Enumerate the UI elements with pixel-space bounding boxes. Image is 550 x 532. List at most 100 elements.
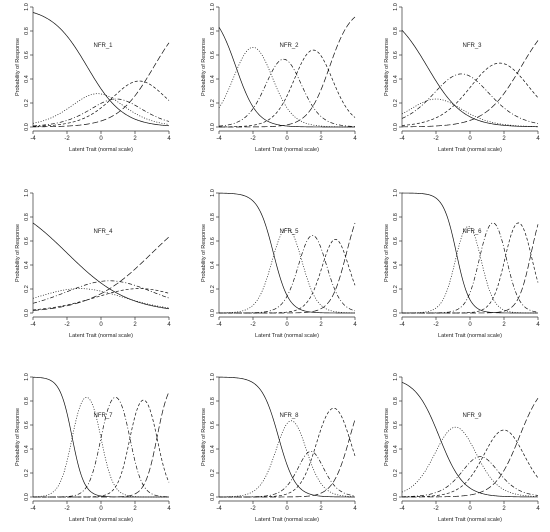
y-tick-label: 0.2 (393, 99, 399, 107)
x-tick-label: -2 (433, 136, 439, 142)
x-tick-label: 4 (536, 322, 540, 328)
y-tick-label: 0.6 (210, 51, 216, 59)
panel-2: 0.0 0.2 0.4 0.6 0.8 1.0 -4 -2 0 2 4 Latent Trait (n… (201, 3, 357, 153)
x-tick-label: -4 (30, 136, 36, 142)
y-tick-label: 1.0 (210, 373, 216, 381)
x-axis-label: Latent Trait (normal scale) (69, 517, 133, 523)
x-tick-label: 0 (468, 506, 472, 512)
response-curve-dotted (32, 93, 170, 125)
x-tick-label: 0 (99, 136, 103, 142)
x-tick-label: -2 (250, 322, 256, 328)
response-curve-solid (218, 192, 355, 314)
response-curve-dashed (219, 407, 356, 498)
y-tick-label: 0.6 (393, 51, 399, 59)
panel-6: 0.0 0.2 0.4 0.6 0.8 1.0 -4 -2 0 2 4 Latent Trait (n… (384, 189, 540, 339)
response-curve-dashdot (32, 280, 170, 304)
x-tick-label: 2 (319, 322, 323, 328)
response-curve-dashdot (219, 235, 356, 314)
y-axis-label: Probability of Response (15, 38, 21, 96)
panel-9: 0.0 0.2 0.4 0.6 0.8 1.0 -4 -2 0 2 4 Latent Trait (n… (384, 373, 540, 523)
x-tick-label: 0 (468, 322, 472, 328)
y-tick-label: 1.0 (393, 3, 399, 11)
response-curve-longdash (219, 222, 356, 314)
x-tick-label: 2 (133, 322, 137, 328)
y-tick-label: 0.2 (24, 469, 30, 477)
y-tick-label: 0.4 (393, 261, 399, 269)
x-axis-label: Latent Trait (normal scale) (438, 333, 502, 339)
response-curve-dashdot (218, 58, 356, 127)
x-tick-label: 2 (133, 136, 137, 142)
y-tick-label: 0.0 (24, 493, 30, 501)
x-tick-label: 2 (502, 506, 506, 512)
panel-title: NFR_1 (93, 43, 113, 49)
panel-title: NFR_2 (279, 43, 299, 49)
y-tick-label: 1.0 (393, 373, 399, 381)
panel-title: NFR_4 (93, 229, 113, 235)
response-curve-dashdot (219, 451, 356, 498)
response-curve-dashdot (33, 396, 170, 498)
response-curve-dashed (219, 238, 356, 314)
y-axis-label: Probability of Response (201, 408, 207, 466)
y-tick-label: 0.0 (210, 309, 216, 317)
y-axis-label: Probability of Response (201, 38, 207, 96)
x-tick-label: 0 (285, 322, 289, 328)
response-curve-dotted (32, 288, 170, 309)
y-tick-label: 1.0 (210, 3, 216, 11)
response-curve-dashed (32, 80, 170, 127)
x-tick-label: -4 (30, 322, 36, 328)
response-curve-dotted (218, 46, 355, 128)
response-curve-longdash (402, 40, 539, 128)
x-tick-label: 0 (285, 506, 289, 512)
response-curve-dashdot (32, 98, 170, 127)
x-tick-label: 4 (167, 506, 171, 512)
response-curve-solid (218, 376, 356, 498)
panel-8: 0.0 0.2 0.4 0.6 0.8 1.0 -4 -2 0 2 4 Latent Trait (n… (201, 373, 357, 523)
response-curve-longdash (32, 42, 170, 128)
x-tick-label: -4 (216, 136, 222, 142)
response-curve-solid (32, 222, 170, 310)
y-tick-label: 0.6 (393, 237, 399, 245)
y-axis-label: Probability of Response (384, 224, 390, 282)
y-tick-label: 0.4 (24, 75, 30, 83)
x-tick-label: -2 (64, 506, 70, 512)
x-tick-label: 4 (353, 506, 357, 512)
y-tick-label: 1.0 (393, 189, 399, 197)
y-tick-label: 0.2 (393, 285, 399, 293)
y-tick-label: 1.0 (24, 373, 30, 381)
y-tick-label: 1.0 (210, 189, 216, 197)
y-tick-label: 0.2 (210, 99, 216, 107)
panel-title: NFR_6 (462, 229, 482, 235)
x-tick-label: 4 (167, 322, 171, 328)
x-tick-label: -4 (399, 506, 405, 512)
panel-title: NFR_7 (93, 413, 113, 419)
x-axis-label: Latent Trait (normal scale) (438, 147, 502, 153)
x-tick-label: 4 (536, 506, 540, 512)
y-tick-label: 0.6 (24, 421, 30, 429)
y-tick-label: 0.6 (24, 51, 30, 59)
x-axis-label: Latent Trait (normal scale) (69, 147, 133, 153)
response-curve-dotted (402, 226, 538, 314)
panel-1: 0.0 0.2 0.4 0.6 0.8 1.0 -4 -2 0 2 4 Latent Trait (n… (15, 3, 171, 153)
response-curve-dashdot (401, 73, 539, 124)
y-tick-label: 0.2 (24, 99, 30, 107)
x-tick-label: -2 (64, 136, 70, 142)
x-axis-label: Latent Trait (normal scale) (69, 333, 133, 339)
response-curve-dashed (32, 288, 170, 311)
x-tick-label: -4 (216, 322, 222, 328)
x-tick-label: -2 (250, 506, 256, 512)
x-tick-label: 2 (319, 136, 323, 142)
panel-4: 0.0 0.2 0.4 0.6 0.8 1.0 -4 -2 0 2 4 Latent Trait (n… (15, 189, 171, 339)
y-axis-label: Probability of Response (15, 224, 21, 282)
x-tick-label: 0 (468, 136, 472, 142)
y-axis-label: Probability of Response (201, 224, 207, 282)
y-axis-label: Probability of Response (384, 38, 390, 96)
x-tick-label: 0 (99, 506, 103, 512)
x-tick-label: 2 (502, 136, 506, 142)
response-curve-longdash (402, 397, 539, 498)
response-curve-dotted (401, 98, 539, 127)
y-tick-label: 0.4 (210, 445, 216, 453)
response-curve-longdash (219, 16, 356, 128)
y-tick-label: 0.8 (24, 213, 30, 221)
panel-title: NFR_3 (462, 43, 482, 49)
response-curve-dotted (218, 420, 356, 498)
